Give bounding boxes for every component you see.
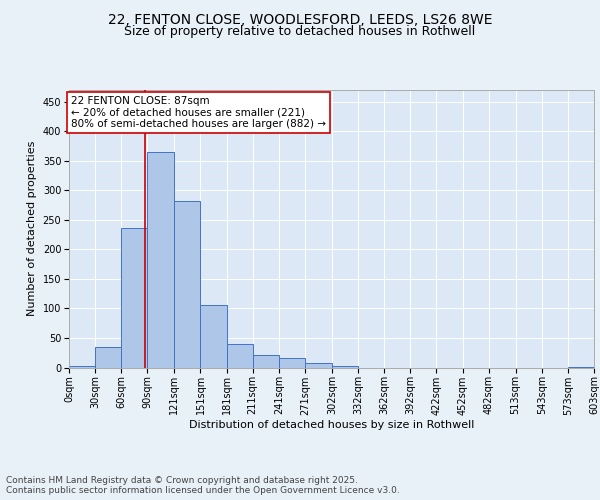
Text: 22, FENTON CLOSE, WOODLESFORD, LEEDS, LS26 8WE: 22, FENTON CLOSE, WOODLESFORD, LEEDS, LS… — [108, 12, 492, 26]
Bar — [279, 358, 305, 368]
Bar — [253, 355, 279, 368]
Bar — [175, 201, 200, 368]
Bar — [121, 228, 148, 368]
Bar — [568, 367, 594, 368]
Bar — [227, 344, 253, 368]
Text: Contains HM Land Registry data © Crown copyright and database right 2025.
Contai: Contains HM Land Registry data © Crown c… — [6, 476, 400, 495]
X-axis label: Distribution of detached houses by size in Rothwell: Distribution of detached houses by size … — [189, 420, 474, 430]
Bar — [332, 366, 358, 368]
Text: 22 FENTON CLOSE: 87sqm
← 20% of detached houses are smaller (221)
80% of semi-de: 22 FENTON CLOSE: 87sqm ← 20% of detached… — [71, 96, 326, 129]
Y-axis label: Number of detached properties: Number of detached properties — [27, 141, 37, 316]
Bar — [305, 364, 332, 368]
Bar — [69, 366, 95, 368]
Bar — [148, 152, 175, 368]
Bar — [200, 305, 227, 368]
Text: Size of property relative to detached houses in Rothwell: Size of property relative to detached ho… — [124, 25, 476, 38]
Bar — [95, 347, 121, 368]
